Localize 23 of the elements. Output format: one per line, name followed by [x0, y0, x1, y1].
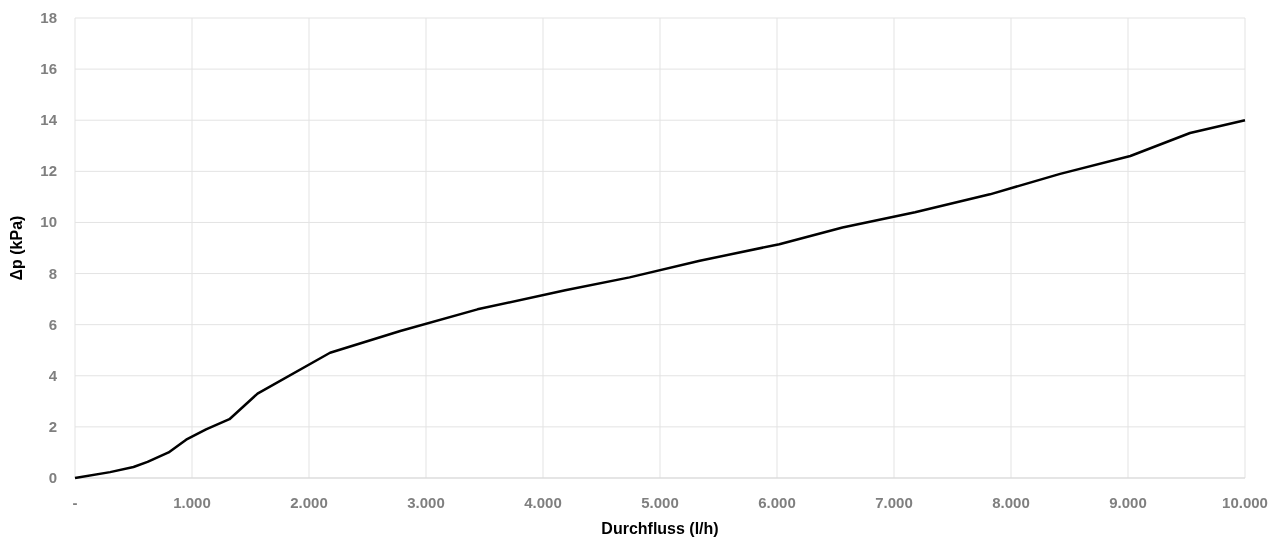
y-axis-title: Δp (kPa)	[8, 215, 25, 281]
x-tick-label: 1.000	[173, 494, 211, 511]
x-tick-label: 3.000	[407, 494, 445, 511]
y-tick-label: 4	[48, 366, 58, 384]
y-tick-label: 0	[48, 469, 57, 486]
x-tick-label: 2.000	[290, 494, 328, 511]
y-tick-label: 10	[40, 213, 57, 231]
x-tick-label: -	[72, 494, 78, 511]
x-tick-label: 4.000	[524, 494, 562, 511]
x-tick-label: 5.000	[641, 494, 679, 511]
y-tick-label: 6	[48, 315, 57, 333]
y-tick-label: 16	[40, 60, 57, 78]
x-tick-label: 8.000	[992, 494, 1030, 511]
x-tick-label: 6.000	[758, 494, 796, 511]
x-axis-title: Durchfluss (l/h)	[601, 520, 719, 537]
y-tick-label: 18	[40, 9, 57, 26]
x-tick-label: 10.000	[1222, 494, 1268, 511]
y-tick-label: 14	[40, 111, 58, 129]
y-tick-label: 12	[40, 162, 57, 180]
x-tick-label: 9.000	[1109, 494, 1147, 511]
y-tick-label: 8	[48, 264, 57, 282]
x-tick-label: 7.000	[875, 494, 913, 511]
y-tick-label: 2	[48, 417, 57, 435]
